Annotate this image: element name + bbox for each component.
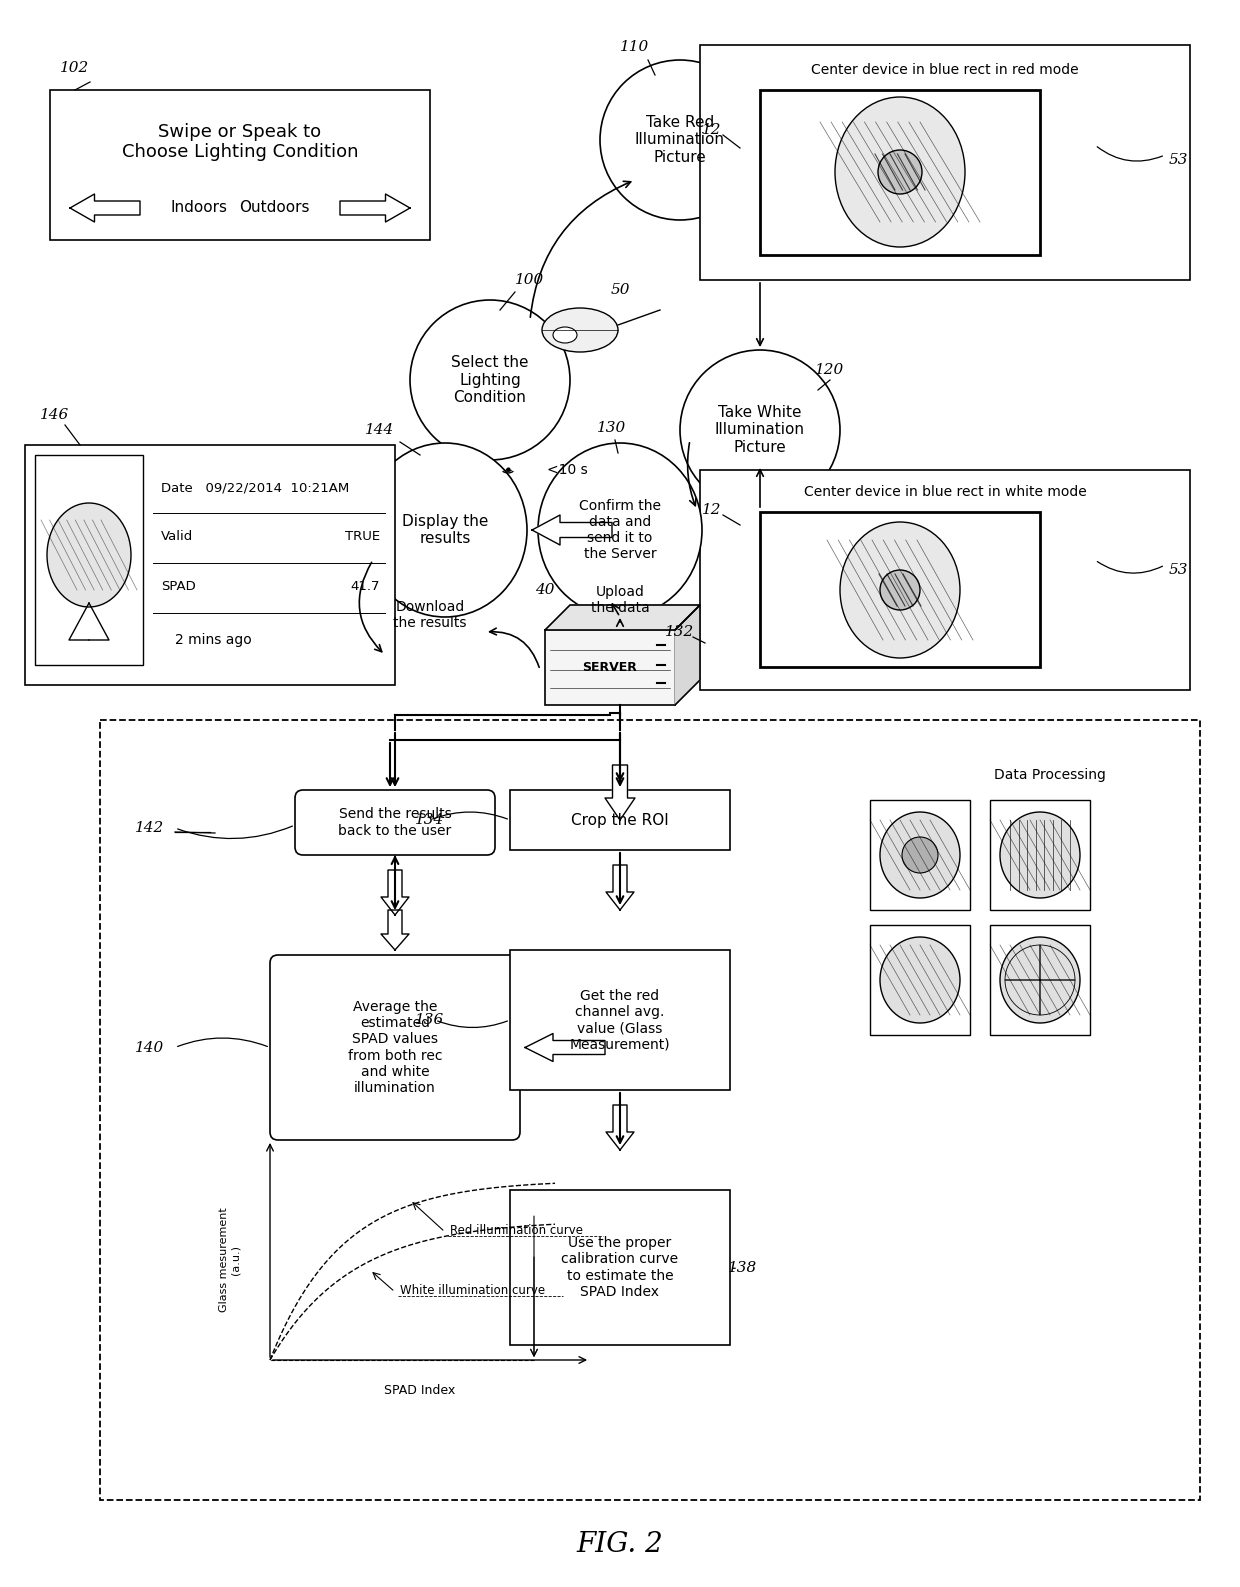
Text: Red illumination curve: Red illumination curve xyxy=(450,1224,583,1236)
Text: Outdoors: Outdoors xyxy=(239,200,310,216)
Text: 53: 53 xyxy=(1168,563,1188,578)
Bar xyxy=(701,470,1190,690)
Ellipse shape xyxy=(553,327,577,343)
Ellipse shape xyxy=(901,836,937,873)
Text: 144: 144 xyxy=(366,424,394,436)
Polygon shape xyxy=(546,605,701,630)
Bar xyxy=(50,90,430,240)
Text: Get the red
channel avg.
value (Glass
Measurement): Get the red channel avg. value (Glass Me… xyxy=(569,989,671,1051)
Text: SPAD: SPAD xyxy=(161,581,196,594)
Bar xyxy=(990,800,1090,909)
Ellipse shape xyxy=(999,813,1080,898)
Polygon shape xyxy=(69,194,140,222)
Text: White illumination curve: White illumination curve xyxy=(401,1284,546,1297)
Text: Swipe or Speak to
Choose Lighting Condition: Swipe or Speak to Choose Lighting Condit… xyxy=(122,122,358,162)
Text: Take White
Illumination
Picture: Take White Illumination Picture xyxy=(715,405,805,455)
Text: 140: 140 xyxy=(135,1041,165,1054)
Text: 100: 100 xyxy=(516,273,544,287)
Ellipse shape xyxy=(538,443,702,617)
Text: 134: 134 xyxy=(415,813,445,827)
Text: FIG. 2: FIG. 2 xyxy=(577,1531,663,1558)
Bar xyxy=(546,630,675,705)
Text: 120: 120 xyxy=(816,363,844,378)
Text: Data Processing: Data Processing xyxy=(994,768,1106,782)
Bar xyxy=(100,720,1200,1500)
Bar xyxy=(760,90,1040,256)
Ellipse shape xyxy=(839,522,960,659)
Polygon shape xyxy=(606,1105,634,1151)
Text: 12: 12 xyxy=(702,124,722,136)
Text: Crop the ROI: Crop the ROI xyxy=(572,813,668,827)
Text: 132: 132 xyxy=(666,625,694,640)
Text: 146: 146 xyxy=(41,408,69,422)
Text: Use the proper
calibration curve
to estimate the
SPAD Index: Use the proper calibration curve to esti… xyxy=(562,1236,678,1298)
Polygon shape xyxy=(381,870,409,916)
Bar xyxy=(870,800,970,909)
Text: 138: 138 xyxy=(728,1260,758,1274)
Ellipse shape xyxy=(542,308,618,352)
Text: 50: 50 xyxy=(610,282,630,297)
Polygon shape xyxy=(605,765,635,820)
Text: Indoors: Indoors xyxy=(170,200,227,216)
Text: Send the results
back to the user: Send the results back to the user xyxy=(339,808,451,838)
Text: 2 mins ago: 2 mins ago xyxy=(175,633,252,647)
Bar xyxy=(35,455,143,665)
Text: Center device in blue rect in white mode: Center device in blue rect in white mode xyxy=(804,486,1086,498)
Text: Select the
Lighting
Condition: Select the Lighting Condition xyxy=(451,355,528,405)
Bar xyxy=(510,1190,730,1346)
Polygon shape xyxy=(340,194,410,222)
Polygon shape xyxy=(675,605,701,705)
Text: Download
the results: Download the results xyxy=(393,600,466,630)
Text: 136: 136 xyxy=(415,1013,445,1027)
Ellipse shape xyxy=(363,443,527,617)
Text: 130: 130 xyxy=(598,421,626,435)
Text: 102: 102 xyxy=(61,60,89,75)
Ellipse shape xyxy=(880,570,920,609)
Ellipse shape xyxy=(835,97,965,248)
Ellipse shape xyxy=(47,503,131,606)
Text: Average the
estimated
SPAD values
from both rec
and white
illumination: Average the estimated SPAD values from b… xyxy=(347,1000,443,1095)
Text: SERVER: SERVER xyxy=(583,662,637,674)
Text: Valid: Valid xyxy=(161,530,193,543)
Bar xyxy=(760,513,1040,667)
FancyBboxPatch shape xyxy=(295,790,495,855)
Ellipse shape xyxy=(880,813,960,898)
Polygon shape xyxy=(606,865,634,909)
Ellipse shape xyxy=(878,151,923,194)
Ellipse shape xyxy=(880,936,960,1024)
Text: 142: 142 xyxy=(135,820,165,835)
Bar xyxy=(990,925,1090,1035)
Text: Display the
results: Display the results xyxy=(402,514,489,546)
Text: 53: 53 xyxy=(1168,152,1188,167)
Text: 110: 110 xyxy=(620,40,650,54)
Ellipse shape xyxy=(410,300,570,460)
Text: Date   09/22/2014  10:21AM: Date 09/22/2014 10:21AM xyxy=(161,481,350,495)
Ellipse shape xyxy=(680,351,839,509)
Bar xyxy=(510,951,730,1090)
Text: SPAD Index: SPAD Index xyxy=(384,1384,455,1397)
Text: <10 s: <10 s xyxy=(547,463,588,478)
Text: TRUE: TRUE xyxy=(345,530,379,543)
Bar xyxy=(870,925,970,1035)
Text: Take Red
Illumination
Picture: Take Red Illumination Picture xyxy=(635,116,725,165)
Text: 41.7: 41.7 xyxy=(351,581,379,594)
Bar xyxy=(701,44,1190,279)
Bar xyxy=(510,790,730,851)
Polygon shape xyxy=(532,516,613,544)
Text: 12: 12 xyxy=(702,503,722,517)
Polygon shape xyxy=(525,1033,605,1062)
Text: Center device in blue rect in red mode: Center device in blue rect in red mode xyxy=(811,63,1079,78)
Text: Glass mesurement
(a.u.): Glass mesurement (a.u.) xyxy=(219,1208,241,1312)
Text: Confirm the
data and
send it to
the Server: Confirm the data and send it to the Serv… xyxy=(579,498,661,562)
Text: Upload
the data: Upload the data xyxy=(590,586,650,616)
Ellipse shape xyxy=(600,60,760,221)
Text: 40: 40 xyxy=(536,582,554,597)
FancyBboxPatch shape xyxy=(270,955,520,1139)
Polygon shape xyxy=(381,909,409,951)
Bar xyxy=(25,444,396,686)
Ellipse shape xyxy=(999,936,1080,1024)
